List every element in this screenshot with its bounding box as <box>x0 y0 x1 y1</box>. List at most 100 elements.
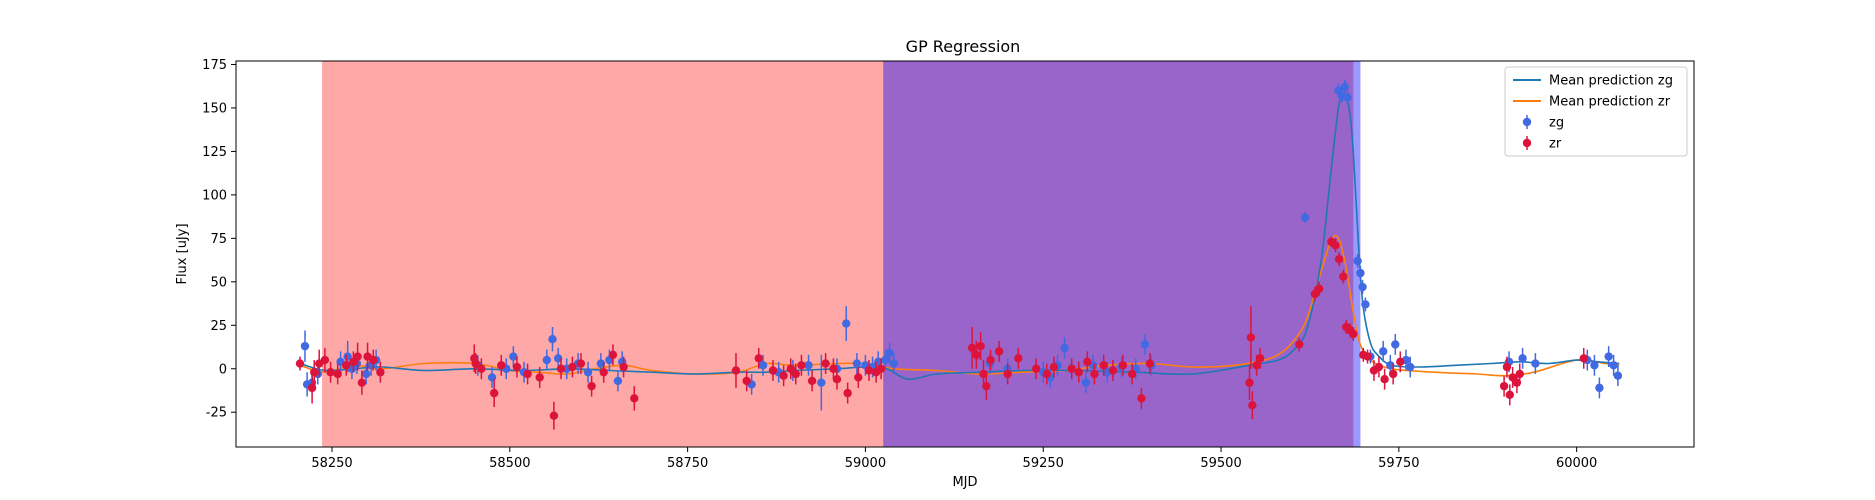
zr-marker <box>295 359 305 368</box>
zr-point <box>1137 387 1146 409</box>
zg-point <box>842 306 851 341</box>
zr-marker <box>307 383 317 393</box>
zr-point <box>786 358 795 380</box>
zg-marker <box>1613 371 1623 380</box>
zr-point <box>807 370 817 392</box>
zr-point <box>1245 365 1254 401</box>
zg-point <box>1081 372 1091 394</box>
x-tick-label: 58500 <box>489 456 530 471</box>
zr-point <box>1042 363 1051 385</box>
zg-point <box>1595 377 1604 399</box>
zg-marker <box>1060 343 1069 353</box>
zr-marker <box>791 369 800 379</box>
x-tick-label: 59000 <box>845 456 886 471</box>
zr-point <box>742 370 751 392</box>
zr-marker <box>972 350 981 360</box>
y-tick-label: 100 <box>202 188 227 203</box>
zg-marker <box>1604 352 1613 361</box>
zr-marker <box>1349 329 1358 339</box>
zg-marker <box>613 376 623 386</box>
zr-marker <box>320 355 330 365</box>
zg-point <box>542 349 552 371</box>
zr-marker <box>1380 374 1389 384</box>
zr-marker <box>1396 357 1405 367</box>
zr-marker <box>471 359 480 368</box>
zg-point <box>300 330 310 362</box>
zg-marker <box>1358 282 1367 292</box>
zr-point <box>1014 347 1023 369</box>
y-tick-label: 125 <box>202 145 227 160</box>
zr-point <box>1003 363 1012 385</box>
zr-point <box>357 370 367 395</box>
zg-marker <box>1356 268 1365 278</box>
zr-marker <box>1502 362 1512 372</box>
zr-marker <box>497 361 506 370</box>
zr-point <box>599 361 608 383</box>
zg-marker <box>583 368 593 377</box>
zg-point <box>1140 333 1150 355</box>
zr-marker <box>731 366 741 375</box>
zr-marker <box>832 374 842 384</box>
legend-box <box>1504 66 1688 157</box>
zr-point <box>1118 354 1128 376</box>
zr-point <box>972 340 981 369</box>
zg-point <box>509 346 518 368</box>
zr-marker <box>477 364 486 373</box>
zr-point <box>353 342 362 371</box>
zr-marker <box>797 361 806 370</box>
zg-point <box>758 354 768 376</box>
x-axis-label: MJD <box>952 475 977 490</box>
zr-point <box>1388 363 1398 385</box>
zg-marker <box>1531 359 1540 368</box>
zr-marker <box>1245 378 1254 387</box>
x-tick-label: 59750 <box>1378 456 1419 471</box>
zr-marker <box>1014 354 1023 363</box>
zr-point <box>829 358 838 380</box>
chart-title: GP Regression <box>906 37 1021 56</box>
zr-marker <box>549 411 559 420</box>
zr-point <box>307 372 317 404</box>
zr-point <box>1339 269 1348 284</box>
zr-point <box>731 353 741 388</box>
zg-point <box>1378 340 1388 362</box>
zr-point <box>1374 356 1384 378</box>
zr-point <box>1331 238 1340 253</box>
zr-point <box>976 332 985 361</box>
zr-point <box>1108 360 1118 381</box>
zr-point <box>295 356 305 371</box>
zr-point <box>821 353 830 374</box>
x-tick-label: 58750 <box>667 456 708 471</box>
zr-point <box>1502 356 1512 378</box>
zg-point <box>1590 354 1599 376</box>
zg-point <box>1340 80 1349 95</box>
y-tick-label: 75 <box>210 232 227 247</box>
y-tick-label: 25 <box>210 319 227 334</box>
zr-point <box>1074 361 1083 383</box>
x-axis: 58250 58500 58750 59000 59250 59500 59750 60000 <box>311 447 1597 471</box>
zg-point <box>1613 365 1623 387</box>
zr-marker <box>310 368 319 377</box>
zg-point <box>1358 280 1367 294</box>
zg-marker <box>1340 82 1349 92</box>
zg-point <box>817 354 826 411</box>
zr-marker <box>982 381 991 391</box>
zg-marker <box>1300 213 1310 222</box>
zr-marker <box>1042 369 1051 379</box>
zr-point <box>986 349 995 371</box>
zg-point <box>361 363 371 385</box>
zr-marker <box>821 359 830 368</box>
zg-point <box>885 342 894 364</box>
zg-point <box>1406 356 1415 378</box>
zr-point <box>619 356 628 378</box>
zr-point <box>1363 349 1372 364</box>
zr-point <box>556 358 566 380</box>
y-axis-label: Flux [uJy] <box>175 223 190 284</box>
zg-marker <box>1406 362 1415 372</box>
zr-marker <box>843 388 852 398</box>
zr-marker <box>619 362 628 372</box>
x-tick-label: 59500 <box>1200 456 1241 471</box>
zg-point <box>1060 337 1069 359</box>
zr-marker <box>742 376 751 386</box>
zr-point <box>587 375 596 397</box>
